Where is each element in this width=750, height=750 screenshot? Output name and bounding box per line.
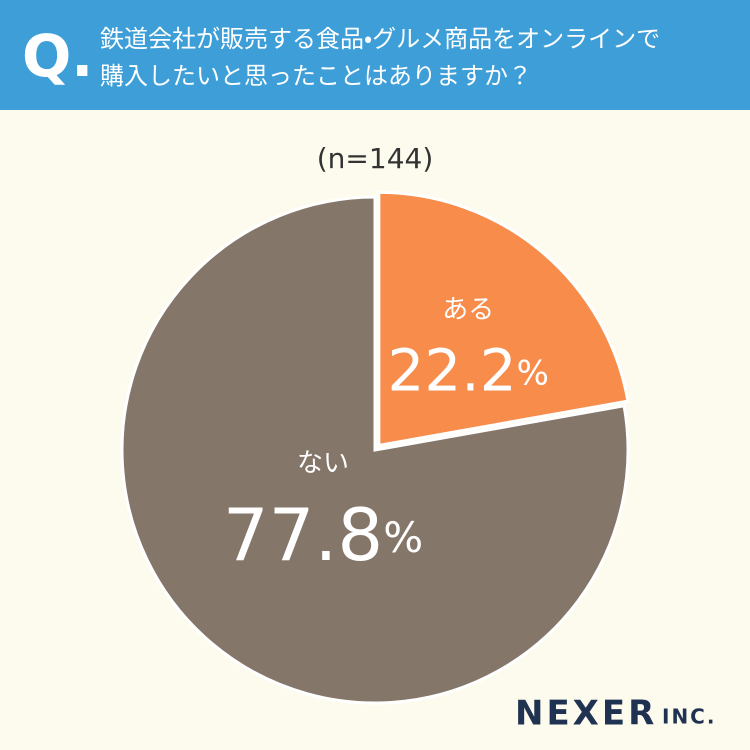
value-unit: %	[383, 513, 423, 562]
pie-slice	[120, 195, 630, 705]
logo: NEXER	[515, 694, 657, 734]
value-unit: %	[517, 353, 549, 393]
slice-label: ない	[297, 449, 349, 479]
header	[0, 0, 750, 110]
value-number: 77.8	[223, 493, 383, 577]
slice-label: ある	[442, 295, 494, 325]
pie: ある 22.2% ない 77.8%	[120, 190, 630, 705]
chart-title: 鉄道会社が販売する食品・グルメ商品をオンラインで	[100, 25, 660, 53]
question-label: Q.	[22, 22, 93, 90]
chart-title: 購入したいと思ったことはありますか？	[100, 62, 532, 90]
value-number: 22.2	[387, 337, 516, 405]
logo: INC.	[662, 705, 716, 729]
value-label: 77.8%	[223, 493, 423, 577]
pie-slice	[377, 190, 630, 448]
value-label: 22.2%	[387, 337, 548, 405]
chart-subtitle: (n=144)	[317, 142, 434, 175]
